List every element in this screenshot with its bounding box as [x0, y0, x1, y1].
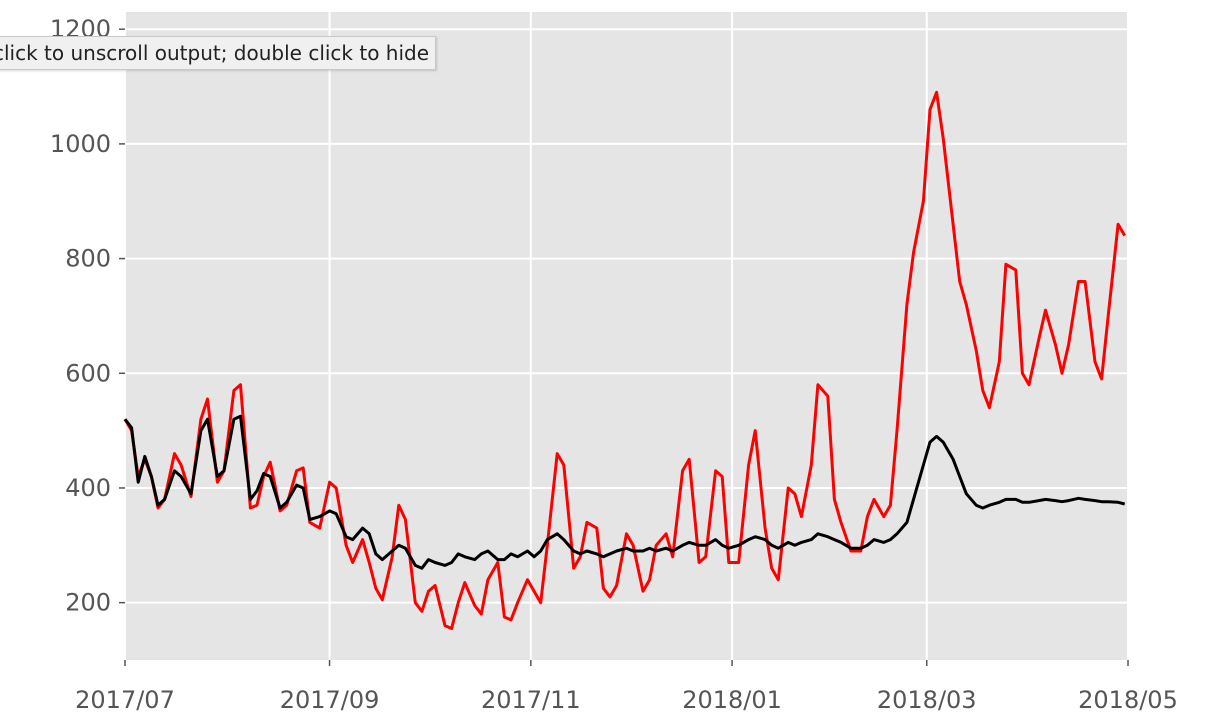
x-axis: 2017/07 2017/09 2017/11 2018/01 2018/03 2018/… — [75, 660, 1178, 714]
y-tick-label: 200 — [65, 589, 111, 617]
plot-background — [125, 12, 1128, 660]
y-tick-label: 800 — [65, 245, 111, 273]
y-tick-label: 600 — [65, 359, 111, 387]
x-tick-label: 2018/03 — [877, 686, 977, 714]
y-tick-label: 400 — [65, 474, 111, 502]
x-tick-label: 2018/01 — [682, 686, 782, 714]
x-tick-label: 2017/09 — [280, 686, 380, 714]
y-tick-label: 1000 — [50, 130, 111, 158]
x-tick-label: 2018/05 — [1078, 686, 1178, 714]
output-scroll-tooltip[interactable]: click to unscroll output; double click t… — [0, 36, 437, 70]
grid-lines — [124, 12, 1129, 660]
black-series-line — [123, 414, 1126, 570]
series-group — [123, 90, 1126, 630]
x-tick-label: 2017/11 — [481, 686, 581, 714]
x-tick-label: 2017/07 — [75, 686, 175, 714]
